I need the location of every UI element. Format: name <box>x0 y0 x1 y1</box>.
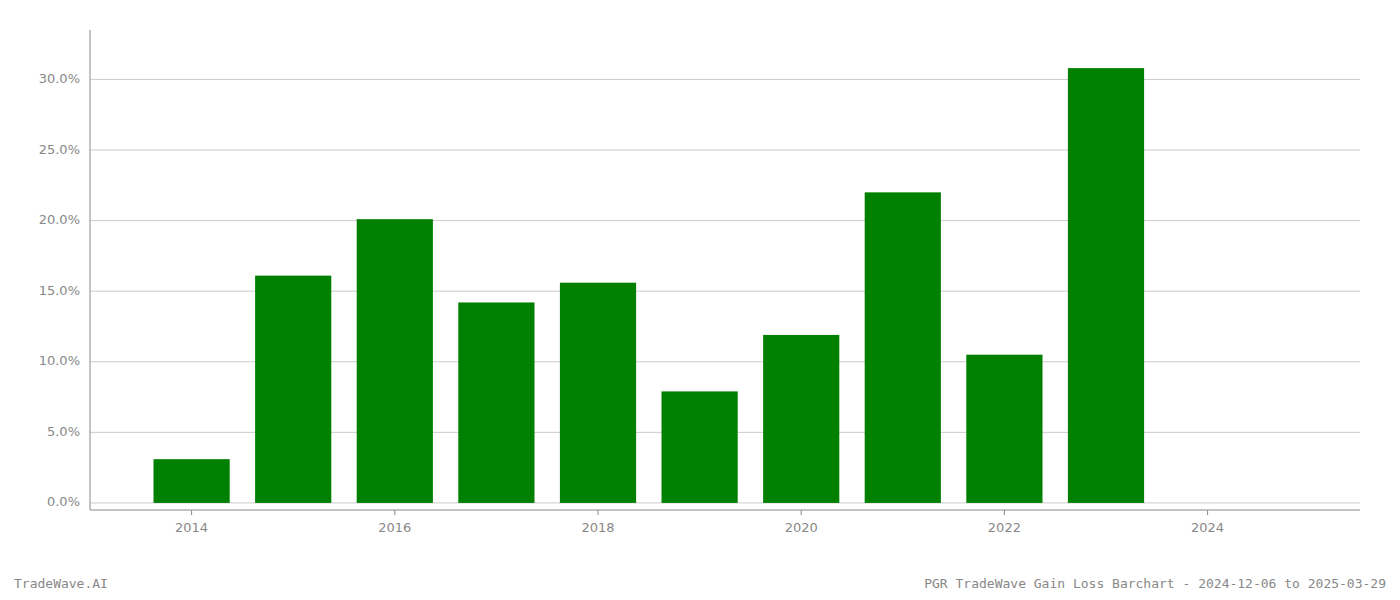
bar <box>255 276 331 503</box>
x-tick-label: 2016 <box>378 520 411 535</box>
x-tick-label: 2014 <box>175 520 208 535</box>
bar <box>865 192 941 503</box>
bar <box>458 302 534 502</box>
bars <box>154 68 1145 503</box>
x-tick <box>598 510 599 515</box>
bar <box>357 219 433 503</box>
bar <box>1068 68 1144 503</box>
bar <box>154 459 230 503</box>
x-tick <box>1004 510 1005 515</box>
grid-line <box>90 220 1360 221</box>
y-tick-label: 30.0% <box>39 71 80 86</box>
grid-line <box>90 150 1360 151</box>
x-ticks: 2014 2016 2018 2020 2022 2024 <box>175 510 1224 535</box>
bar <box>662 391 738 503</box>
x-tick-label: 2020 <box>785 520 818 535</box>
x-tick <box>801 510 802 515</box>
bar <box>560 283 636 503</box>
x-tick <box>1207 510 1208 515</box>
footer-text: PGR TradeWave Gain Loss Barchart - 2024-… <box>924 576 1386 591</box>
x-tick-label: 2024 <box>1191 520 1224 535</box>
x-axis-line <box>90 510 1360 511</box>
y-tick-labels: 0.0% 5.0% 10.0% 15.0% 20.0% 25.0% 30.0% <box>39 71 80 510</box>
grid <box>90 79 1360 503</box>
bar <box>966 355 1042 503</box>
y-tick-label: 10.0% <box>39 353 80 368</box>
x-tick-label: 2018 <box>581 520 614 535</box>
x-tick <box>394 510 395 515</box>
chart-svg: 0.0%5.0%10.0%15.0%20.0%25.0%30.0%2014201… <box>0 0 1400 600</box>
x-tick <box>191 510 192 515</box>
x-tick-label: 2022 <box>988 520 1021 535</box>
footer-text: TradeWave.AI <box>14 576 108 591</box>
y-tick-label: 5.0% <box>47 424 80 439</box>
y-tick-label: 0.0% <box>47 494 80 509</box>
grid-line <box>90 79 1360 80</box>
chart-container: 0.0%5.0%10.0%15.0%20.0%25.0%30.0%2014201… <box>0 0 1400 600</box>
y-tick-label: 15.0% <box>39 283 80 298</box>
background <box>0 0 1400 600</box>
y-tick-label: 20.0% <box>39 212 80 227</box>
bar <box>763 335 839 503</box>
y-axis-line <box>90 30 91 510</box>
y-tick-label: 25.0% <box>39 142 80 157</box>
